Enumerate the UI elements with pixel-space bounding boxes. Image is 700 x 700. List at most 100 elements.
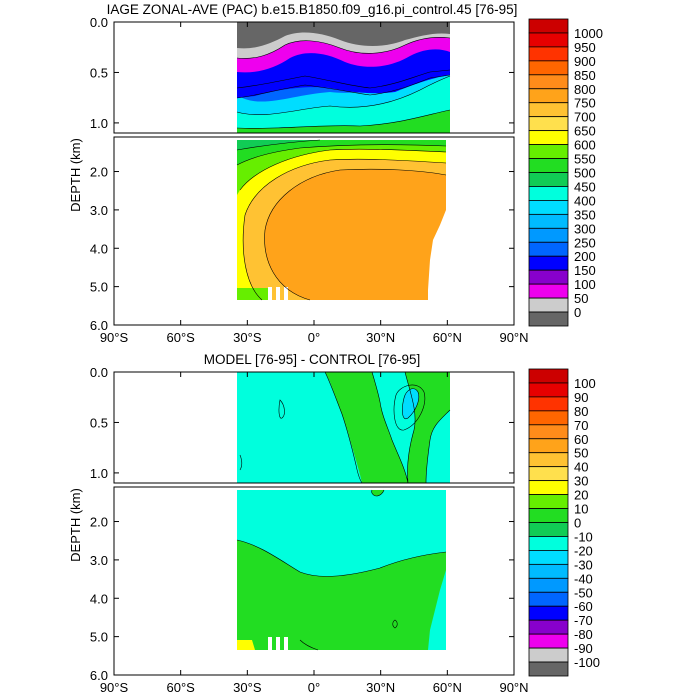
lower-field-contours — [236, 139, 447, 301]
panel-2-upper-field — [237, 371, 451, 484]
upper-field-blue — [237, 49, 450, 98]
diff-lower-green-top — [371, 490, 384, 496]
colorbar-swatch — [528, 647, 569, 663]
colorbar-label: 100 — [574, 376, 596, 391]
ytick-upper-label: 0.5 — [90, 415, 108, 430]
colorbar-swatch — [528, 241, 569, 257]
colorbar-swatch — [528, 130, 569, 145]
colorbar-swatch — [528, 172, 569, 187]
colorbar-label: 450 — [574, 179, 596, 194]
colorbar-label: 20 — [574, 488, 588, 503]
diff-upper-green-blob — [325, 372, 408, 483]
colorbar-label: 650 — [574, 124, 596, 139]
colorbar-swatch — [528, 102, 569, 118]
colorbar-swatch — [528, 522, 569, 537]
colorbar-label: 350 — [574, 207, 596, 222]
colorbar-swatch — [528, 144, 569, 159]
colorbar-label: 90 — [574, 390, 588, 405]
panel-1-colorbar: 1000950900850800750700650600550500450400… — [528, 18, 603, 327]
ytick-lower-label: 5.0 — [90, 280, 108, 295]
colorbar-label: 700 — [574, 110, 596, 125]
colorbar-label: 950 — [574, 40, 596, 55]
colorbar-label: 850 — [574, 68, 596, 83]
colorbar-swatch — [528, 661, 569, 677]
colorbar-label: 600 — [574, 138, 596, 153]
xtick-label: 60°S — [166, 330, 195, 345]
colorbar-swatch — [528, 116, 569, 132]
colorbar-swatch — [528, 158, 569, 173]
upper-field-contours — [236, 36, 451, 129]
diff-lower-white-speckle — [268, 637, 288, 650]
ytick-lower-label: 6.0 — [90, 318, 108, 333]
colorbar-label: -70 — [574, 613, 593, 628]
panel-1-upper-field — [236, 22, 451, 133]
panel-1: IAGE ZONAL-AVE (PAC) b.e15.B1850.f09_g16… — [68, 2, 603, 345]
colorbar-label: -90 — [574, 641, 593, 656]
colorbar-label: 200 — [574, 249, 596, 264]
colorbar-label: 60 — [574, 432, 588, 447]
colorbar-label: -60 — [574, 599, 593, 614]
colorbar-label: 800 — [574, 82, 596, 97]
colorbar-swatch — [528, 18, 569, 34]
colorbar-swatch — [528, 577, 569, 593]
ytick-lower-label: 2.0 — [90, 515, 108, 530]
colorbar-label: 400 — [574, 193, 596, 208]
lower-field-gold — [237, 140, 446, 300]
ytick-lower-label: 5.0 — [90, 630, 108, 645]
colorbar-label: 500 — [574, 166, 596, 181]
xtick-label: 90°N — [499, 680, 528, 695]
colorbar-swatch — [528, 536, 569, 551]
diff-upper-teal-left — [237, 372, 300, 455]
ytick-lower-label: 3.0 — [90, 203, 108, 218]
xtick-label: 30°N — [366, 330, 395, 345]
xtick-label: 30°S — [233, 330, 262, 345]
ytick-upper-label: 0.0 — [90, 15, 108, 30]
xtick-label: 60°N — [433, 680, 462, 695]
colorbar-swatch — [528, 605, 569, 621]
colorbar-swatch — [528, 88, 569, 104]
xtick-label: 90°N — [499, 330, 528, 345]
diff-lower-yellow-spot — [237, 640, 255, 650]
colorbar-swatch — [528, 396, 569, 412]
colorbar-swatch — [528, 382, 569, 398]
upper-field-darkgrey — [237, 22, 450, 49]
panel-1-ylabel: DEPTH (km) — [68, 138, 83, 212]
colorbar-swatch — [528, 60, 569, 76]
colorbar-label: 300 — [574, 221, 596, 236]
panel-2-title: MODEL [76-95] - CONTROL [76-95] — [204, 352, 421, 367]
colorbar-swatch — [528, 283, 569, 299]
lower-field-lightgreen — [237, 140, 446, 195]
colorbar-swatch — [528, 508, 569, 523]
colorbar-swatch — [528, 269, 569, 285]
ytick-lower-label: 3.0 — [90, 553, 108, 568]
lower-field-teal — [237, 140, 320, 150]
ytick-lower-label: 2.0 — [90, 165, 108, 180]
colorbar-label: 70 — [574, 418, 588, 433]
xtick-label: 60°N — [433, 330, 462, 345]
panel-1-ticks: 0.0 0.5 1.0 2.0 3.0 4.0 5.0 6.090°S 60°S 30°S 0° 30… — [90, 15, 529, 345]
colorbar-label: 0 — [574, 516, 581, 531]
colorbar-swatch — [528, 591, 569, 607]
colorbar-swatch — [528, 633, 569, 649]
colorbar-label: 750 — [574, 96, 596, 111]
colorbar-swatch — [528, 74, 569, 90]
colorbar-swatch — [528, 424, 569, 440]
upper-field-green — [237, 110, 450, 133]
colorbar-label: 50 — [574, 291, 588, 306]
ytick-upper-label: 0.5 — [90, 65, 108, 80]
colorbar-swatch — [528, 368, 569, 384]
lower-field-green — [237, 140, 446, 165]
colorbar-label: -10 — [574, 529, 593, 544]
colorbar-swatch — [528, 297, 569, 313]
xtick-label: 0° — [308, 330, 320, 345]
ytick-lower-label: 4.0 — [90, 591, 108, 606]
colorbar-label: 1000 — [574, 26, 603, 41]
colorbar-label: 150 — [574, 263, 596, 278]
colorbar-swatch — [528, 494, 569, 509]
colorbar-label: -80 — [574, 627, 593, 642]
upper-field-teal — [237, 76, 450, 133]
ytick-upper-label: 0.0 — [90, 365, 108, 380]
colorbar-label: -100 — [574, 655, 600, 670]
panel-2-ticks: 0.0 0.5 1.0 2.0 3.0 4.0 5.0 6.090°S 60°S 30°S 0° 30… — [90, 365, 529, 695]
